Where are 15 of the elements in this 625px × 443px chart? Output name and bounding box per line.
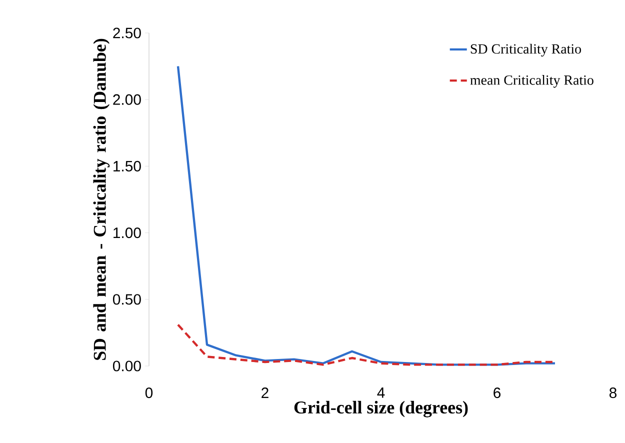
- y-tick-label: 2.50: [113, 28, 141, 38]
- y-tick-label: 1.00: [114, 228, 141, 238]
- y-tick-label: 0.50: [112, 294, 141, 305]
- x-tick-label: 2: [262, 388, 268, 398]
- y-tick-label: 0.00: [112, 360, 141, 372]
- legend-label: mean Criticality Ratio: [470, 74, 594, 88]
- x-tick-label: 0: [145, 388, 153, 398]
- y-axis-title: SD and mean - Criticality ratio (Danube): [93, 38, 110, 360]
- x-axis-title: Grid-cell size (degrees): [294, 400, 468, 418]
- y-tick-label: 1.50: [114, 160, 141, 172]
- x-tick-label: 4: [377, 388, 385, 398]
- y-tick-label: 2.00: [113, 94, 141, 105]
- x-tick-label: 8: [610, 388, 616, 398]
- x-tick-label: 6: [494, 388, 500, 398]
- legend-label: SD Criticality Ratio: [470, 44, 582, 57]
